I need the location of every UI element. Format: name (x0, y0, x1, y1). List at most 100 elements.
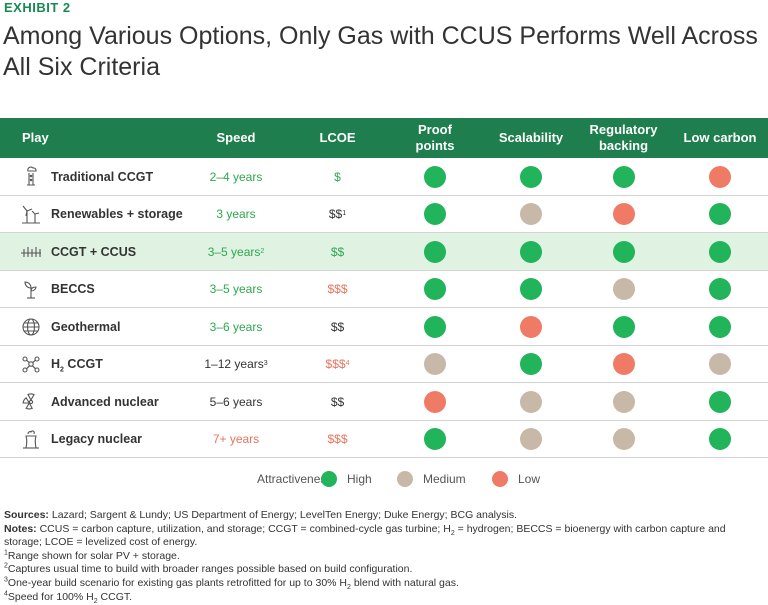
speed-cell: 3–5 years (209, 282, 263, 296)
high-rating-dot-icon (612, 165, 635, 188)
table-row: Traditional CCGT 2–4 years $ (0, 158, 768, 196)
notes-line: Notes: CCUS = carbon capture, utilizatio… (4, 523, 764, 550)
low-carbon-cell (670, 271, 768, 308)
high-dot-icon (321, 471, 337, 487)
table-row: H2 CCGT 1–12 years 3 $$$ 4 (0, 346, 768, 383)
lcoe-cell: $$ (330, 319, 345, 334)
low-dot-icon (492, 471, 508, 487)
medium-rating-dot-icon (612, 278, 635, 300)
pipeline-icon (20, 241, 42, 263)
footnote-3-sub: 2 (347, 584, 351, 592)
scalability-cell (482, 196, 580, 233)
footnote-4-text-a: Speed for 100% H (7, 590, 94, 603)
play-cell: BECCS (20, 271, 200, 308)
regulatory-backing-cell (575, 346, 672, 383)
play-name: Legacy nuclear (51, 432, 143, 446)
footnote-1-mark: 1 (4, 549, 8, 557)
footnote-4-mark: 4 (4, 590, 8, 598)
proof-points-cell (385, 271, 485, 308)
play-cell: Legacy nuclear (20, 421, 200, 458)
play-name: Geothermal (51, 319, 121, 334)
sources-text: Lazard; Sargent & Lundy; US Department o… (48, 509, 518, 521)
high-rating-dot-icon (424, 240, 446, 263)
proof-points-cell (385, 308, 485, 345)
legend-low-label: Low (518, 472, 541, 486)
legend-item-high: High (321, 468, 372, 490)
footnote-4: 4Speed for 100% H2 CCGT. (4, 590, 764, 605)
legend-label: Attractiveness: (257, 472, 336, 486)
lcoe-cell: $$ (330, 394, 345, 409)
notes-text-b: = hydrogen; BECCS = bioenergy with carbo… (4, 522, 726, 549)
scalability-cell (482, 233, 580, 270)
medium-rating-dot-icon (612, 428, 635, 450)
low-rating-dot-icon (520, 315, 542, 338)
footnote-3-text-a: One-year build scenario for existing gas… (7, 576, 347, 589)
play-cell: Geothermal (20, 308, 200, 345)
medium-dot-icon (397, 471, 413, 487)
page-title: Among Various Options, Only Gas with CCU… (3, 22, 758, 81)
footnote-2-mark: 2 (4, 562, 8, 570)
footnote-3: 3One-year build scenario for existing ga… (4, 576, 764, 592)
speed-cell: 3 years (216, 207, 256, 221)
regulatory-backing-cell (575, 233, 672, 270)
table-header: Play Speed LCOE Proof points Scalability… (0, 118, 768, 158)
footnote-3-mark: 3 (4, 576, 8, 584)
footnote-4-sub: 2 (93, 597, 98, 605)
header-proof-line2: points (415, 138, 455, 153)
header-scalability: Scalability (498, 130, 564, 145)
lcoe-cell: $$$ (327, 432, 348, 446)
scalability-cell (482, 421, 580, 458)
high-rating-dot-icon (520, 353, 542, 375)
speed-cell: 7+ years (212, 432, 260, 446)
low-carbon-cell (670, 196, 768, 233)
scalability-cell (482, 271, 580, 308)
play-cell: H2 CCGT (20, 346, 200, 383)
cooling-tower-icon (20, 428, 42, 450)
play-name: CCGT + CCUS (51, 244, 137, 259)
scalability-cell (482, 308, 580, 345)
speed-cell: 1–12 years 3 (204, 357, 268, 371)
speed-cell: 3–5 years 2 (207, 244, 265, 259)
wind-turbine-icon (20, 203, 42, 225)
low-rating-dot-icon (709, 165, 731, 188)
medium-rating-dot-icon (709, 353, 731, 375)
high-rating-dot-icon (612, 240, 635, 263)
medium-rating-dot-icon (424, 353, 446, 375)
legend-item-medium: Medium (397, 468, 466, 490)
play-name: BECCS (51, 282, 95, 296)
scalability-cell (482, 383, 580, 420)
footnote-1-text: Range shown for solar PV + storage. (7, 549, 180, 562)
high-rating-dot-icon (709, 278, 731, 300)
scalability-cell (482, 158, 580, 195)
low-rating-dot-icon (612, 353, 635, 375)
footnote-4-text-b: CCGT. (97, 590, 133, 603)
regulatory-backing-cell (575, 308, 672, 345)
high-rating-dot-icon (709, 428, 731, 450)
high-rating-dot-icon (424, 428, 446, 450)
speed-cell: 2–4 years (209, 169, 263, 184)
speed-cell: 3–6 years (209, 319, 263, 334)
exhibit-label: EXHIBIT 2 (4, 0, 71, 15)
high-rating-dot-icon (424, 315, 446, 338)
header-proof-points: Proof points (385, 118, 485, 158)
play-name: Traditional CCGT (51, 169, 154, 184)
speed-cell: 5–6 years (209, 394, 263, 409)
play-cell: CCGT + CCUS (20, 233, 200, 270)
radiation-icon (20, 391, 42, 413)
notes-sub: 2 (450, 529, 455, 537)
high-rating-dot-icon (520, 278, 542, 300)
regulatory-backing-cell (575, 158, 672, 195)
high-rating-dot-icon (709, 315, 731, 338)
high-rating-dot-icon (520, 240, 542, 263)
sources-label: Sources: (4, 509, 49, 521)
footnote-1: 1Range shown for solar PV + storage. (4, 549, 764, 564)
proof-points-cell (385, 233, 485, 270)
molecule-icon (20, 353, 42, 375)
sources-notes: Sources: Lazard; Sargent & Lundy; US Dep… (4, 509, 764, 605)
low-rating-dot-icon (424, 390, 446, 413)
low-carbon-cell (670, 421, 768, 458)
gas-plant-icon (20, 166, 42, 188)
header-reg-line2: backing (598, 138, 649, 153)
table-row: Advanced nuclear 5–6 years $$ (0, 383, 768, 421)
low-carbon-cell (670, 158, 768, 195)
